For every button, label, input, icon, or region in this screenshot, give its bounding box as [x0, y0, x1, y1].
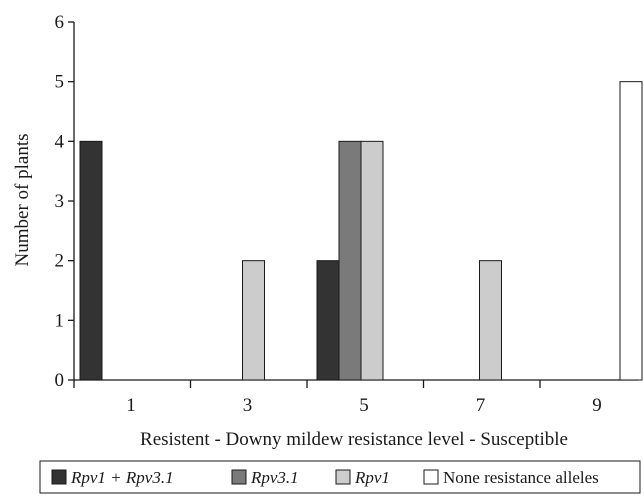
bar-rpv3-1-level-5 — [338, 140, 362, 381]
x-axis-title: Resistent - Downy mildew resistance leve… — [140, 429, 568, 450]
y-tick-label: 6 — [55, 12, 65, 33]
y-axis-title: Number of plants — [12, 134, 33, 267]
x-tick-label: 1 — [126, 395, 136, 416]
x-tick-label: 3 — [243, 395, 253, 416]
bar-rpv1-level-5 — [360, 140, 384, 381]
legend-label-none-resistance-alleles: None resistance alleles — [443, 468, 599, 487]
legend-label-rpv1: Rpv1 — [354, 468, 390, 487]
bar-rpv1-rpv3-1-level-1 — [79, 140, 103, 381]
bar-rpv1-level-7 — [479, 260, 502, 381]
x-tick-label: 7 — [476, 395, 486, 416]
legend-box — [39, 460, 641, 494]
y-tick-label: 4 — [55, 131, 65, 152]
bar-rpv1-level-3 — [242, 260, 265, 381]
x-axis: 1 3 5 7 9 — [73, 379, 638, 416]
bar-none-resistance-alleles-level-9 — [619, 81, 643, 381]
y-tick-label: 3 — [55, 191, 65, 212]
legend-swatch-rpv3-1 — [231, 469, 247, 485]
legend-swatch-none-resistance-alleles — [423, 469, 439, 485]
y-tick-label: 1 — [55, 310, 65, 331]
legend-label-rpv3-1: Rpv3.1 — [250, 468, 299, 487]
legend-label-rpv1-rpv3-1: Rpv1 + Rpv3.1 — [70, 468, 174, 487]
bar-rpv1-rpv3-1-level-5 — [316, 260, 340, 381]
legend: Rpv1 + Rpv3.1 Rpv3.1 Rpv1 None resistance a… — [39, 460, 641, 494]
legend-swatch-rpv1-rpv3-1 — [51, 469, 67, 485]
y-tick-label: 5 — [55, 72, 65, 93]
x-tick-label: 5 — [359, 395, 369, 416]
legend-swatch-rpv1 — [335, 469, 351, 485]
y-tick-label: 0 — [55, 370, 65, 391]
y-axis: 0 1 2 3 4 5 6 — [55, 12, 75, 391]
y-tick-label: 2 — [55, 251, 65, 272]
x-tick-label: 9 — [592, 395, 602, 416]
bars — [79, 81, 643, 381]
